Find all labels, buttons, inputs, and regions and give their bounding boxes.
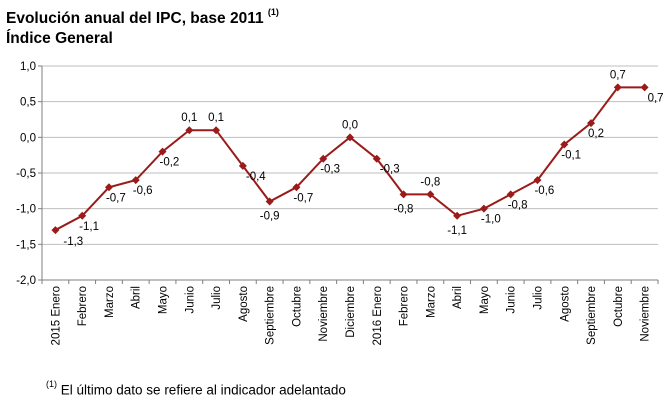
data-point: [506, 190, 515, 199]
data-label: 0,0: [342, 119, 358, 131]
data-point: [587, 119, 596, 128]
chart-title: Evolución anual del IPC, base 2011 (1) Í…: [6, 4, 279, 49]
x-tick-label: Diciembre: [345, 286, 357, 338]
data-point: [640, 83, 649, 92]
y-tick-label: -2,0: [16, 275, 36, 287]
data-label: -0,8: [420, 176, 440, 188]
x-tick-label: Marzo: [104, 286, 116, 318]
data-point: [78, 211, 87, 220]
x-tick-label: Mayo: [479, 286, 491, 314]
title-line-1: Evolución anual del IPC, base 2011 (1): [6, 7, 279, 28]
data-label: -1,0: [481, 214, 501, 226]
data-point: [399, 190, 408, 199]
data-point: [319, 154, 328, 163]
data-point: [131, 176, 140, 185]
data-point: [292, 183, 301, 192]
x-tick-label: Noviembre: [640, 286, 652, 342]
x-tick-label: Julio: [211, 286, 223, 310]
x-tick-label: Septiembre: [586, 286, 598, 345]
data-label: -1,3: [63, 236, 83, 248]
data-label: -0,3: [380, 164, 400, 176]
x-tick-label: Agosto: [238, 286, 250, 322]
data-label: -0,7: [293, 192, 313, 204]
title-note-mark: (1): [267, 7, 279, 17]
data-point: [560, 140, 569, 149]
data-label: -0,9: [260, 211, 280, 223]
data-point: [533, 176, 542, 185]
x-tick-label: Abril: [131, 286, 143, 309]
y-tick-label: 0,0: [20, 132, 36, 144]
title-line-2: Índice General: [6, 30, 113, 48]
data-point: [51, 226, 60, 235]
x-tick-label: Octubre: [613, 286, 625, 327]
x-tick-label: Agosto: [559, 286, 571, 322]
y-tick-label: -1,0: [16, 204, 36, 216]
x-tick-label: 2016 Enero: [372, 286, 384, 345]
x-tick-label: Octubre: [291, 286, 303, 327]
x-tick-label: Febrero: [77, 286, 89, 326]
footnote-text: El último dato se refiere al indicador a…: [60, 382, 346, 398]
data-label: 0,1: [181, 112, 197, 124]
data-point: [185, 126, 194, 135]
data-label: -0,7: [106, 192, 126, 204]
y-tick-label: -1,5: [16, 239, 36, 251]
y-tick-label: 1,0: [20, 61, 36, 73]
footnote-mark: (1): [46, 379, 57, 389]
x-tick-label: Mayo: [158, 286, 170, 314]
data-label: -0,1: [561, 149, 581, 161]
data-point: [104, 183, 113, 192]
x-tick-label: Febrero: [399, 286, 411, 326]
data-label: -1,1: [79, 221, 99, 233]
data-label: -0,2: [160, 157, 180, 169]
y-tick-label: -0,5: [16, 168, 36, 180]
data-point: [346, 133, 354, 142]
data-point: [238, 161, 247, 170]
x-tick-label: Noviembre: [318, 286, 330, 342]
data-label: -1,1: [447, 225, 467, 237]
x-tick-label: Julio: [532, 286, 544, 310]
data-label: -0,8: [394, 203, 414, 215]
data-label: -0,4: [246, 171, 266, 183]
data-label: 0,2: [588, 128, 604, 140]
data-label: 0,7: [648, 92, 664, 104]
x-tick-label: Septiembre: [265, 286, 277, 345]
x-tick-label: 2015 Enero: [50, 286, 62, 345]
data-label: -0,6: [133, 185, 153, 197]
footnote: (1) El último dato se refiere al indicad…: [46, 379, 346, 398]
data-label: -0,8: [508, 199, 528, 211]
data-label: 0,7: [610, 69, 626, 81]
x-tick-label: Junio: [506, 286, 518, 314]
data-point: [426, 190, 435, 199]
data-point: [212, 126, 221, 135]
data-point: [613, 83, 622, 92]
data-label: 0,1: [208, 112, 224, 124]
data-point: [372, 154, 381, 163]
y-tick-label: 0,5: [20, 97, 36, 109]
data-point: [158, 147, 167, 156]
x-tick-label: Junio: [184, 286, 196, 314]
data-label: -0,6: [534, 185, 554, 197]
x-tick-label: Marzo: [425, 286, 437, 318]
data-point: [265, 197, 274, 206]
data-point: [479, 204, 488, 213]
x-tick-label: Abril: [452, 286, 464, 309]
data-point: [453, 211, 462, 220]
data-label: -0,3: [320, 164, 340, 176]
